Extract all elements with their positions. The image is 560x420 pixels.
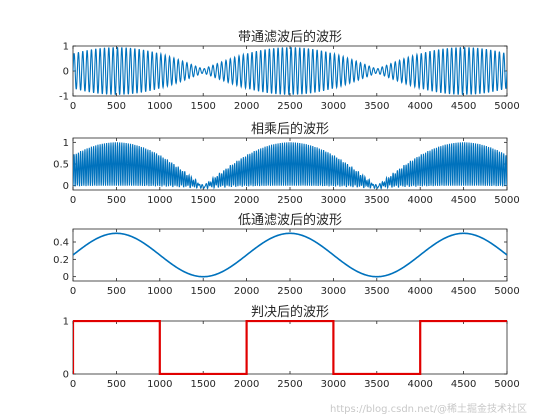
y-tick-label: 1 xyxy=(63,42,69,53)
x-tick-label: 2000 xyxy=(234,379,259,390)
x-tick-label: 0 xyxy=(70,195,76,206)
x-tick-label: 1000 xyxy=(147,101,172,112)
x-tick-label: 4000 xyxy=(407,195,432,206)
series-line xyxy=(73,142,507,190)
x-tick-label: 3000 xyxy=(321,195,346,206)
series-line xyxy=(73,47,507,95)
x-tick-label: 2000 xyxy=(234,101,259,112)
x-tick-label: 1500 xyxy=(190,286,215,297)
subplot-decision: 判决后的波形 0 500 1000 1500 2000 2500 3000 3500 4000 4… xyxy=(63,304,520,390)
y-tick-label: 1 xyxy=(63,317,69,328)
y-tick-label: 0.5 xyxy=(53,160,69,171)
x-tick-label: 3500 xyxy=(364,286,389,297)
x-tick-label: 500 xyxy=(107,286,126,297)
x-tick-label: 3000 xyxy=(321,286,346,297)
y-tick-label: 0 xyxy=(63,272,69,283)
subplot-title: 带通滤波后的波形 xyxy=(238,29,342,45)
x-tick-label: 5000 xyxy=(494,101,519,112)
x-tick-label: 2500 xyxy=(277,195,302,206)
series-line xyxy=(73,232,507,278)
x-tick-label: 1000 xyxy=(147,286,172,297)
y-tick-label: 0.2 xyxy=(53,255,69,266)
y-tick-label: -1 xyxy=(59,92,69,103)
x-tick-label: 4500 xyxy=(451,379,476,390)
x-tick-label: 4000 xyxy=(407,286,432,297)
x-tick-label: 4000 xyxy=(407,379,432,390)
x-tick-label: 4500 xyxy=(451,195,476,206)
x-tick-label: 4500 xyxy=(451,286,476,297)
y-tick-label: 0 xyxy=(63,181,69,192)
x-tick-label: 1000 xyxy=(147,379,172,390)
x-tick-label: 3000 xyxy=(321,101,346,112)
x-tick-label: 1500 xyxy=(190,101,215,112)
x-tick-label: 500 xyxy=(107,101,126,112)
x-tick-label: 2500 xyxy=(277,379,302,390)
x-tick-label: 500 xyxy=(107,195,126,206)
axes-box xyxy=(72,320,508,375)
x-tick-label: 2000 xyxy=(234,286,259,297)
x-tick-label: 1500 xyxy=(190,379,215,390)
subplot-title: 判决后的波形 xyxy=(251,304,329,320)
axes-box xyxy=(72,228,508,282)
subplot-title: 低通滤波后的波形 xyxy=(238,212,342,228)
x-tick-label: 3500 xyxy=(364,101,389,112)
x-tick-label: 3500 xyxy=(364,195,389,206)
subplot-title: 相乘后的波形 xyxy=(251,121,329,137)
series-line xyxy=(73,320,507,375)
y-tick-label: 0.4 xyxy=(53,238,69,249)
x-tick-label: 4000 xyxy=(407,101,432,112)
subplot-product: 相乘后的波形 0 500 1000 1500 2000 2500 3000 3500 4000 4… xyxy=(53,121,520,206)
x-tick-label: 4500 xyxy=(451,101,476,112)
x-tick-label: 1000 xyxy=(147,195,172,206)
x-tick-label: 1500 xyxy=(190,195,215,206)
x-tick-label: 5000 xyxy=(494,379,519,390)
x-tick-label: 3000 xyxy=(321,379,346,390)
x-tick-label: 500 xyxy=(107,379,126,390)
subplot-bandpass: 带通滤波后的波形 0 500 1000 1500 2000 2500 3000 3500 400… xyxy=(59,29,520,112)
y-tick-label: 0 xyxy=(63,370,69,381)
x-tick-label: 2500 xyxy=(277,286,302,297)
x-tick-label: 2000 xyxy=(234,195,259,206)
x-tick-label: 5000 xyxy=(494,195,519,206)
y-tick-label: 1 xyxy=(63,138,69,149)
y-tick-label: 0 xyxy=(63,67,69,78)
watermark: https://blog.csdn.net/@稀土掘金技术社区 xyxy=(330,404,527,415)
x-tick-label: 5000 xyxy=(494,286,519,297)
x-tick-label: 0 xyxy=(70,379,76,390)
x-tick-label: 3500 xyxy=(364,379,389,390)
x-tick-label: 2500 xyxy=(277,101,302,112)
x-tick-label: 0 xyxy=(70,286,76,297)
x-tick-label: 0 xyxy=(70,101,76,112)
subplot-lowpass: 低通滤波后的波形 0 500 1000 1500 2000 2500 3000 3500 400… xyxy=(53,212,520,297)
